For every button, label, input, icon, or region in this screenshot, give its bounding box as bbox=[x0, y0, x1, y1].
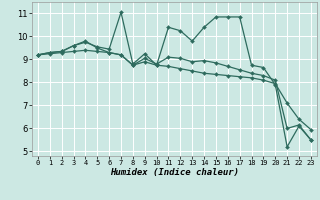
X-axis label: Humidex (Indice chaleur): Humidex (Indice chaleur) bbox=[110, 168, 239, 177]
